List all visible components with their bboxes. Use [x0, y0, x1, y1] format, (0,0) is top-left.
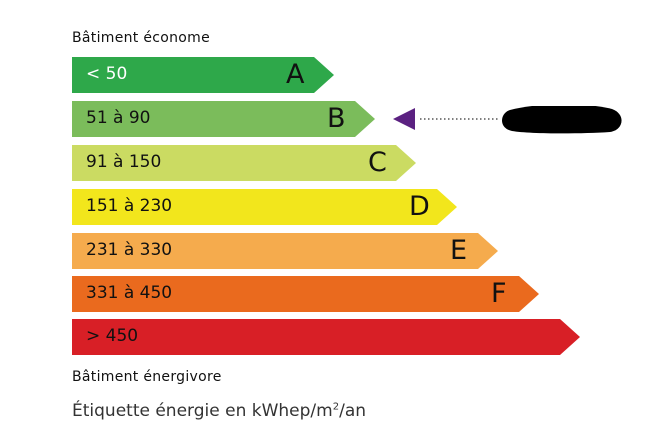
class-bar-shape: [72, 233, 498, 269]
energy-class-e: 231 à 330 E: [72, 233, 498, 269]
class-range: 91 à 150: [86, 152, 162, 172]
class-letter: D: [409, 191, 430, 222]
class-range: > 450: [86, 326, 139, 346]
class-bar-shape: [72, 145, 416, 181]
class-range: < 50: [86, 64, 128, 84]
footer-caption: Étiquette énergie en kWhep/m2/an: [72, 401, 366, 421]
energy-class-g: > 450: [72, 319, 580, 355]
class-range: 151 à 230: [86, 196, 173, 216]
class-indicator: [393, 106, 622, 134]
class-bar-shape: [72, 319, 580, 355]
energy-class-d: 151 à 230 D: [72, 189, 457, 225]
class-bar-shape: [72, 276, 539, 312]
class-letter: B: [327, 103, 346, 134]
energy-class-a: < 50 A: [72, 57, 334, 93]
class-letter: A: [286, 59, 305, 90]
class-range: 231 à 330: [86, 240, 173, 260]
class-bar-shape: [72, 189, 457, 225]
footer-text: Étiquette énergie en kWhep/m: [72, 401, 333, 421]
redacted-value: [502, 106, 622, 134]
header-energy-intensive: Bâtiment énergivore: [72, 369, 222, 385]
class-bar-shape: [72, 57, 334, 93]
class-letter: E: [450, 235, 468, 266]
indicator-arrow-icon: [393, 108, 415, 130]
header-economical: Bâtiment économe: [72, 30, 210, 46]
class-range: 51 à 90: [86, 108, 151, 128]
footer-suffix: /an: [339, 401, 367, 421]
class-letter: F: [491, 278, 507, 309]
energy-class-b: 51 à 90 B: [72, 101, 375, 137]
energy-class-c: 91 à 150 C: [72, 145, 416, 181]
footer-superscript: 2: [332, 401, 340, 413]
class-letter: C: [368, 147, 387, 178]
class-range: 331 à 450: [86, 283, 173, 303]
energy-class-f: 331 à 450 F: [72, 276, 539, 312]
class-bar-shape: [72, 101, 375, 137]
